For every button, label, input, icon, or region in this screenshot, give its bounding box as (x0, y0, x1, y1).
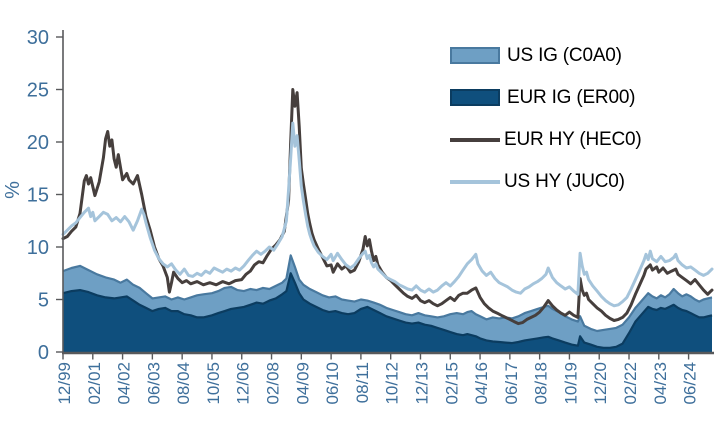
x-tick-label: 08/11 (353, 362, 372, 403)
x-tick-label: 12/06 (234, 362, 253, 405)
legend-label-eur-hy: EUR HY (HEC0) (504, 128, 642, 150)
eur-hy-line-swatch (450, 137, 500, 142)
x-tick-label: 08/04 (174, 362, 193, 405)
chart-legend: US IG (C0A0) EUR IG (ER00) EUR HY (HEC0)… (450, 44, 642, 193)
y-tick-label: 15 (27, 185, 49, 207)
y-tick-label: 30 (27, 27, 49, 49)
x-tick-label: 10/12 (383, 362, 402, 405)
x-tick-label: 02/01 (85, 362, 104, 405)
legend-label-us-hy: US HY (JUC0) (504, 170, 625, 192)
y-axis-label: % (2, 181, 24, 199)
y-tick-label: 5 (38, 290, 49, 312)
x-tick-label: 02/22 (621, 362, 640, 405)
y-tick-label: 20 (27, 132, 49, 154)
x-tick-label: 02/15 (442, 362, 461, 405)
x-tick-label: 06/17 (502, 362, 521, 405)
x-tick-label: 04/23 (651, 362, 670, 405)
x-tick-label: 06/10 (323, 362, 342, 405)
y-tick-label: 0 (38, 342, 49, 364)
y-tick-label: 25 (27, 80, 49, 102)
legend-label-us-ig: US IG (C0A0) (507, 44, 622, 66)
x-tick-label: 12/99 (55, 362, 74, 405)
x-tick-label: 08/18 (532, 362, 551, 405)
legend-item-eur-ig: EUR IG (ER00) (450, 86, 641, 109)
eur-ig-area-swatch (450, 89, 500, 106)
legend-label-eur-ig: EUR IG (ER00) (507, 86, 636, 108)
x-tick-label: 12/13 (413, 362, 432, 405)
us-ig-area-swatch (450, 47, 500, 64)
us-hy-line-swatch (450, 179, 500, 184)
x-tick-label: 06/03 (144, 362, 163, 405)
y-tick-label: 10 (27, 237, 49, 259)
x-tick-label: 10/05 (204, 362, 223, 405)
x-tick-label: 02/08 (264, 362, 283, 405)
series-area-edge-us-ig (62, 254, 713, 333)
x-tick-label: 04/02 (115, 362, 134, 405)
series-line-us-hy (61, 121, 714, 308)
legend-item-eur-hy: EUR HY (HEC0) (450, 128, 642, 151)
x-tick-label: 04/09 (293, 362, 312, 405)
series-area-eur-ig (63, 273, 712, 352)
legend-item-us-hy: US HY (JUC0) (450, 170, 641, 193)
x-tick-label: 06/24 (681, 362, 700, 405)
x-tick-label: 04/16 (472, 362, 491, 405)
x-tick-label: 10/19 (561, 362, 580, 405)
series-area-edge-eur-ig (62, 272, 713, 349)
x-tick-label: 12/20 (591, 362, 610, 405)
legend-item-us-ig: US IG (C0A0) (450, 44, 641, 67)
